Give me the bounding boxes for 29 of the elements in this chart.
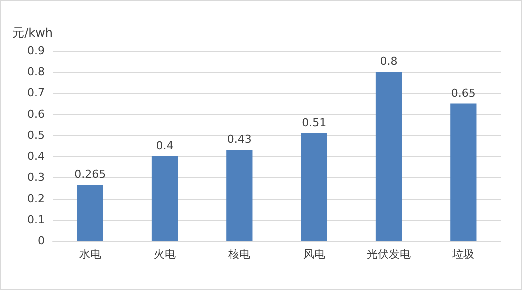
data-label: 0.8: [380, 55, 398, 68]
x-tick-label: 垃圾: [452, 248, 475, 261]
bar: [376, 72, 402, 241]
bar: [450, 104, 477, 241]
x-tick-label: 水电: [79, 248, 102, 261]
y-tick-label: 0.6: [28, 108, 45, 121]
y-tick-label: 0.8: [28, 66, 45, 79]
y-tick-label: 0.4: [28, 150, 45, 164]
bar: [77, 185, 104, 241]
y-tick-label: 0.9: [28, 44, 45, 58]
data-label: 0.65: [451, 86, 476, 100]
y-tick-label: 0.5: [28, 128, 45, 142]
x-tick-label: 核电: [228, 248, 251, 261]
data-label: 0.4: [156, 140, 174, 153]
data-label: 0.265: [74, 168, 106, 182]
x-tick-label: 光伏发电: [367, 248, 411, 261]
y-tick-label: 0.3: [28, 171, 45, 184]
y-axis-title: 元/kwh: [12, 26, 53, 40]
data-label: 0.43: [227, 133, 252, 146]
y-tick-label: 0.7: [28, 86, 45, 100]
y-tick-label: 0.2: [28, 192, 45, 206]
y-tick-label: 0.1: [28, 213, 45, 226]
bar: [226, 150, 253, 241]
y-tick-label: 0: [38, 234, 45, 248]
data-label: 0.51: [302, 116, 327, 130]
bar: [152, 156, 178, 241]
x-tick-label: 火电: [154, 248, 176, 261]
x-tick-label: 风电: [303, 248, 326, 261]
bar: [301, 133, 328, 241]
